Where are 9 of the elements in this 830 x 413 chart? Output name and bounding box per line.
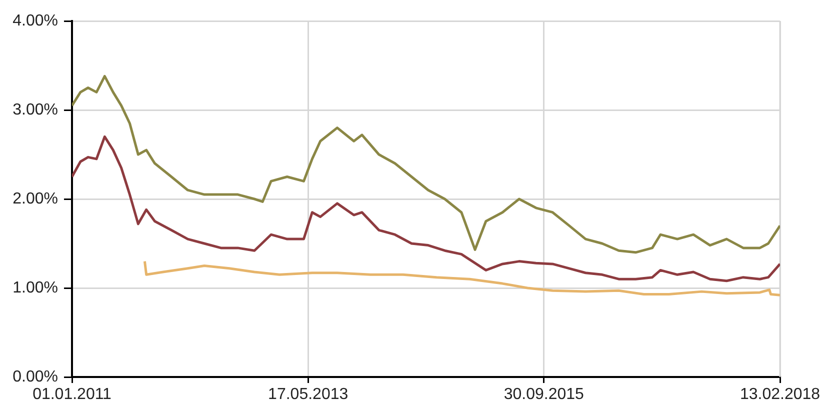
x-tick-label: 01.01.2011 — [32, 386, 112, 404]
y-tick-label: 1.00% — [12, 279, 58, 296]
y-tick-label: 3.00% — [12, 101, 58, 118]
y-tick-label: 4.00% — [12, 12, 58, 30]
x-tick-label: 13.02.2018 — [740, 386, 820, 404]
y-tick-label: 2.00% — [12, 190, 58, 208]
x-tick-label: 30.09.2015 — [504, 386, 584, 404]
x-tick-label: 17.05.2013 — [268, 386, 348, 404]
y-tick-label: 0.00% — [12, 368, 58, 386]
